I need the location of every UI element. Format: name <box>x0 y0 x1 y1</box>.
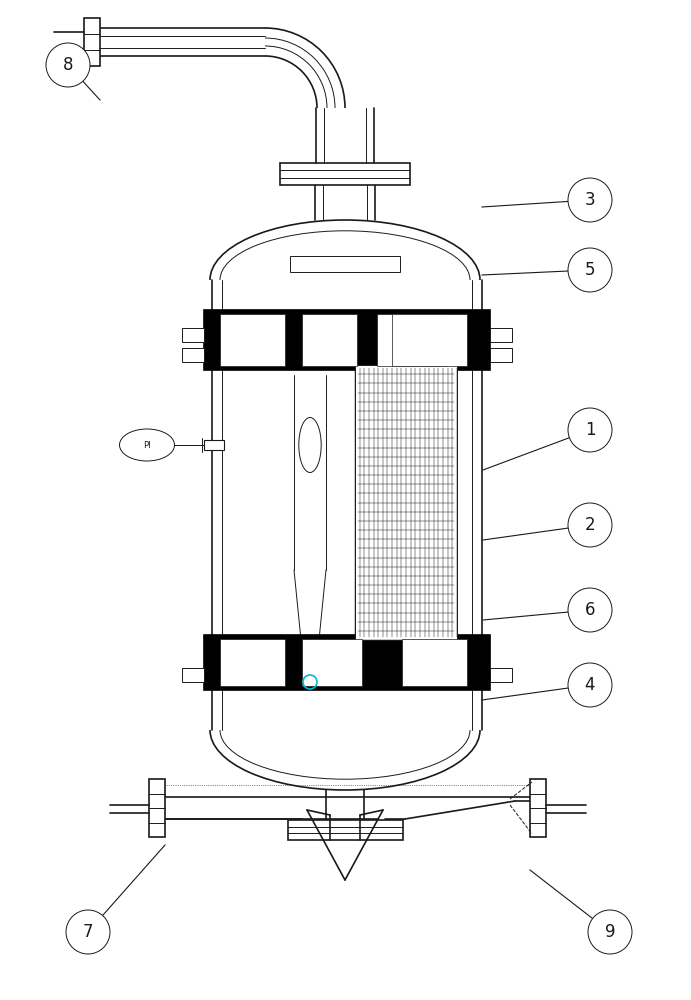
Text: 2: 2 <box>585 516 596 534</box>
Bar <box>302 639 362 686</box>
Bar <box>220 314 285 366</box>
Circle shape <box>568 178 612 222</box>
Circle shape <box>568 663 612 707</box>
Bar <box>377 314 447 366</box>
Bar <box>392 314 467 366</box>
Bar <box>355 365 457 640</box>
Bar <box>280 163 410 185</box>
Bar <box>220 639 285 686</box>
Bar <box>204 310 490 370</box>
Bar <box>182 668 204 682</box>
Circle shape <box>66 910 110 954</box>
Bar <box>204 440 224 450</box>
Circle shape <box>588 910 632 954</box>
Text: 3: 3 <box>585 191 596 209</box>
Text: 9: 9 <box>605 923 615 941</box>
Text: 8: 8 <box>63 56 73 74</box>
Bar <box>530 779 546 837</box>
Text: 4: 4 <box>585 676 595 694</box>
Bar <box>490 668 512 682</box>
Bar <box>302 314 357 366</box>
Text: 5: 5 <box>585 261 595 279</box>
Circle shape <box>568 588 612 632</box>
Bar <box>490 328 512 342</box>
Text: PI: PI <box>143 440 151 450</box>
Text: 6: 6 <box>585 601 595 619</box>
Bar <box>204 635 490 690</box>
Bar <box>182 328 204 342</box>
Bar <box>149 779 165 837</box>
Text: 7: 7 <box>83 923 93 941</box>
Circle shape <box>568 248 612 292</box>
Bar <box>402 639 467 686</box>
Circle shape <box>568 503 612 547</box>
Bar <box>490 348 512 362</box>
Circle shape <box>46 43 90 87</box>
Circle shape <box>568 408 612 452</box>
Bar <box>84 18 100 66</box>
Text: 1: 1 <box>585 421 596 439</box>
Bar <box>182 348 204 362</box>
Bar <box>288 820 403 840</box>
Bar <box>290 256 400 272</box>
Ellipse shape <box>120 429 175 461</box>
